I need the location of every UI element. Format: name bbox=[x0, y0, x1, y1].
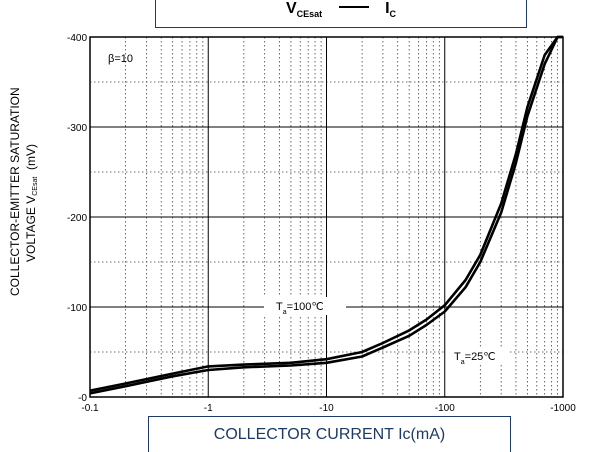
x-tick-label: -100 bbox=[435, 403, 455, 414]
x-tick-label: -0.1 bbox=[81, 403, 99, 414]
x-axis-label-box: COLLECTOR CURRENT Ic(mA) bbox=[148, 416, 511, 452]
tick-labels: -0.1 -1 -10 -100 -1000 -0 -100 -200 -300 -400 bbox=[67, 33, 576, 414]
y-tick-label: -0 bbox=[78, 393, 87, 404]
series-line bbox=[89, 35, 563, 392]
beta-annotation: β=10 bbox=[108, 53, 133, 65]
annotations: β=10 Ta=100℃ Ta=25℃ bbox=[108, 53, 508, 366]
x-tick-label: -1000 bbox=[550, 403, 576, 414]
t25-label-bg bbox=[446, 347, 508, 365]
title-dash bbox=[338, 5, 369, 8]
x-axis-label: COLLECTOR CURRENT Ic(mA) bbox=[213, 426, 446, 443]
t25-annotation: Ta=25℃ bbox=[454, 351, 496, 366]
chart-title: VCEsat IC bbox=[285, 0, 397, 19]
y-tick-label: -100 bbox=[67, 303, 87, 314]
series-lines bbox=[89, 35, 563, 395]
chart-title-box: VCEsat IC bbox=[155, 0, 527, 28]
y-tick-label: -300 bbox=[67, 123, 87, 134]
t100-annotation: Ta=100℃ bbox=[276, 301, 324, 316]
x-tick-label: -10 bbox=[319, 403, 334, 414]
y-tick-label: -200 bbox=[67, 213, 87, 224]
y-tick-label: -400 bbox=[67, 33, 87, 44]
t100-label-bg bbox=[264, 297, 346, 315]
series-line bbox=[89, 35, 563, 395]
grid-major bbox=[90, 37, 563, 397]
x-tick-label: -1 bbox=[204, 403, 213, 414]
plot-frame bbox=[89, 36, 564, 398]
